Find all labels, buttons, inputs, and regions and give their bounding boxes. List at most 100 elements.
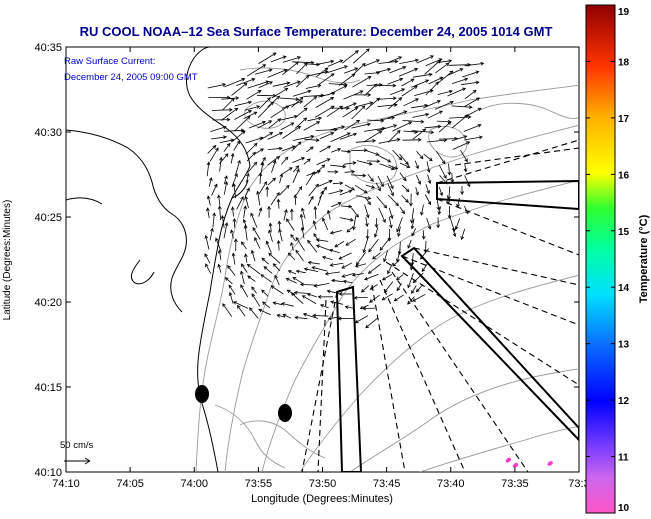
current-vector-head — [265, 240, 270, 245]
current-vector-head — [217, 194, 221, 199]
current-vector — [271, 87, 288, 99]
current-vector — [415, 174, 421, 185]
current-vector-head — [328, 179, 333, 184]
current-vector — [301, 208, 306, 219]
current-vector — [211, 109, 233, 111]
current-vector — [437, 90, 453, 95]
annotation-line-1: Raw Surface Current: — [64, 56, 155, 67]
current-vector — [292, 165, 299, 173]
current-vector-head — [272, 52, 277, 57]
current-vector-head — [367, 93, 372, 97]
current-vector — [448, 186, 451, 200]
current-vector-head — [365, 223, 369, 228]
current-vector-head — [251, 286, 255, 291]
current-vector-head — [316, 121, 321, 125]
current-vector-head — [212, 145, 217, 149]
current-vector-head — [466, 141, 471, 145]
current-vector — [237, 305, 246, 317]
current-vector-head — [478, 135, 483, 140]
current-vector-head — [381, 296, 386, 301]
sst-point — [547, 461, 553, 466]
current-vector — [350, 174, 366, 177]
current-vector — [304, 138, 319, 141]
current-vector-head — [285, 184, 290, 189]
current-vector — [425, 58, 442, 67]
current-vector — [218, 250, 222, 260]
current-vector-head — [441, 160, 446, 165]
current-vector — [251, 293, 261, 307]
current-vector — [246, 64, 266, 77]
current-vector-head — [276, 198, 281, 203]
x-tick-label: 73:40 — [437, 478, 465, 490]
current-vector-head — [341, 265, 346, 269]
current-vector — [354, 184, 368, 194]
current-vector-head — [337, 201, 342, 206]
current-vector — [424, 125, 441, 129]
current-vector-head — [279, 173, 284, 178]
current-vector — [382, 274, 393, 281]
current-vector-head — [463, 135, 468, 139]
current-vector — [426, 217, 431, 230]
current-vector — [451, 135, 467, 141]
current-vector-head — [392, 83, 397, 88]
current-vector — [251, 286, 257, 294]
current-vector — [399, 59, 419, 64]
current-vector-head — [310, 134, 315, 139]
current-vector-head — [267, 97, 271, 101]
current-vector-head — [261, 257, 266, 262]
current-vector — [328, 190, 343, 195]
current-vector-head — [224, 180, 229, 186]
current-vector — [376, 124, 397, 132]
current-vector-head — [278, 146, 283, 151]
colorbar-tick-label: 19 — [618, 7, 630, 18]
current-vector-head — [240, 270, 244, 275]
current-vector-head — [245, 172, 250, 177]
current-vector-head — [367, 270, 372, 274]
current-vector-head — [213, 183, 218, 188]
current-vector-head — [286, 218, 290, 223]
current-vector-head — [269, 81, 273, 85]
current-vector-head — [326, 209, 331, 214]
current-vector — [362, 307, 376, 309]
current-vector — [246, 173, 249, 183]
current-vector — [296, 75, 309, 88]
scale-arrow-head — [84, 457, 91, 465]
current-vector — [343, 162, 356, 165]
current-vector — [258, 81, 273, 88]
current-vector — [449, 216, 455, 232]
current-vector — [356, 160, 372, 165]
current-vector — [244, 188, 250, 197]
current-vector-head — [206, 195, 211, 200]
current-vector-head — [227, 265, 231, 269]
current-vector-head — [329, 230, 334, 235]
current-vector-head — [398, 97, 403, 101]
current-vector-head — [407, 300, 411, 305]
current-vector — [249, 307, 259, 319]
y-tick-label: 40:20 — [34, 297, 62, 309]
current-vector-head — [243, 82, 248, 87]
current-vector-head — [315, 244, 320, 249]
current-vector-head — [347, 149, 352, 154]
current-vector-head — [241, 130, 246, 135]
current-vector-head — [373, 233, 378, 238]
current-vector-head — [380, 183, 384, 188]
current-vector-head — [232, 182, 237, 187]
current-vector-head — [298, 186, 303, 191]
current-vector-head — [447, 215, 452, 219]
current-vector — [302, 295, 317, 304]
current-vector-head — [362, 306, 367, 311]
current-vector-head — [287, 270, 292, 274]
current-vector-head — [397, 251, 402, 256]
current-vector — [412, 113, 429, 118]
current-vector-head — [437, 59, 441, 64]
current-vector — [447, 87, 466, 97]
current-vector-head — [351, 73, 356, 78]
current-vector-head — [427, 180, 432, 185]
current-vector — [233, 301, 249, 309]
current-vector — [388, 164, 398, 170]
current-vector — [246, 152, 256, 162]
current-vector-head — [278, 228, 282, 233]
current-vector-head — [251, 77, 256, 82]
annotation-line-2: December 24, 2005 09:00 GMT — [64, 72, 198, 83]
current-vector-head — [352, 102, 357, 106]
